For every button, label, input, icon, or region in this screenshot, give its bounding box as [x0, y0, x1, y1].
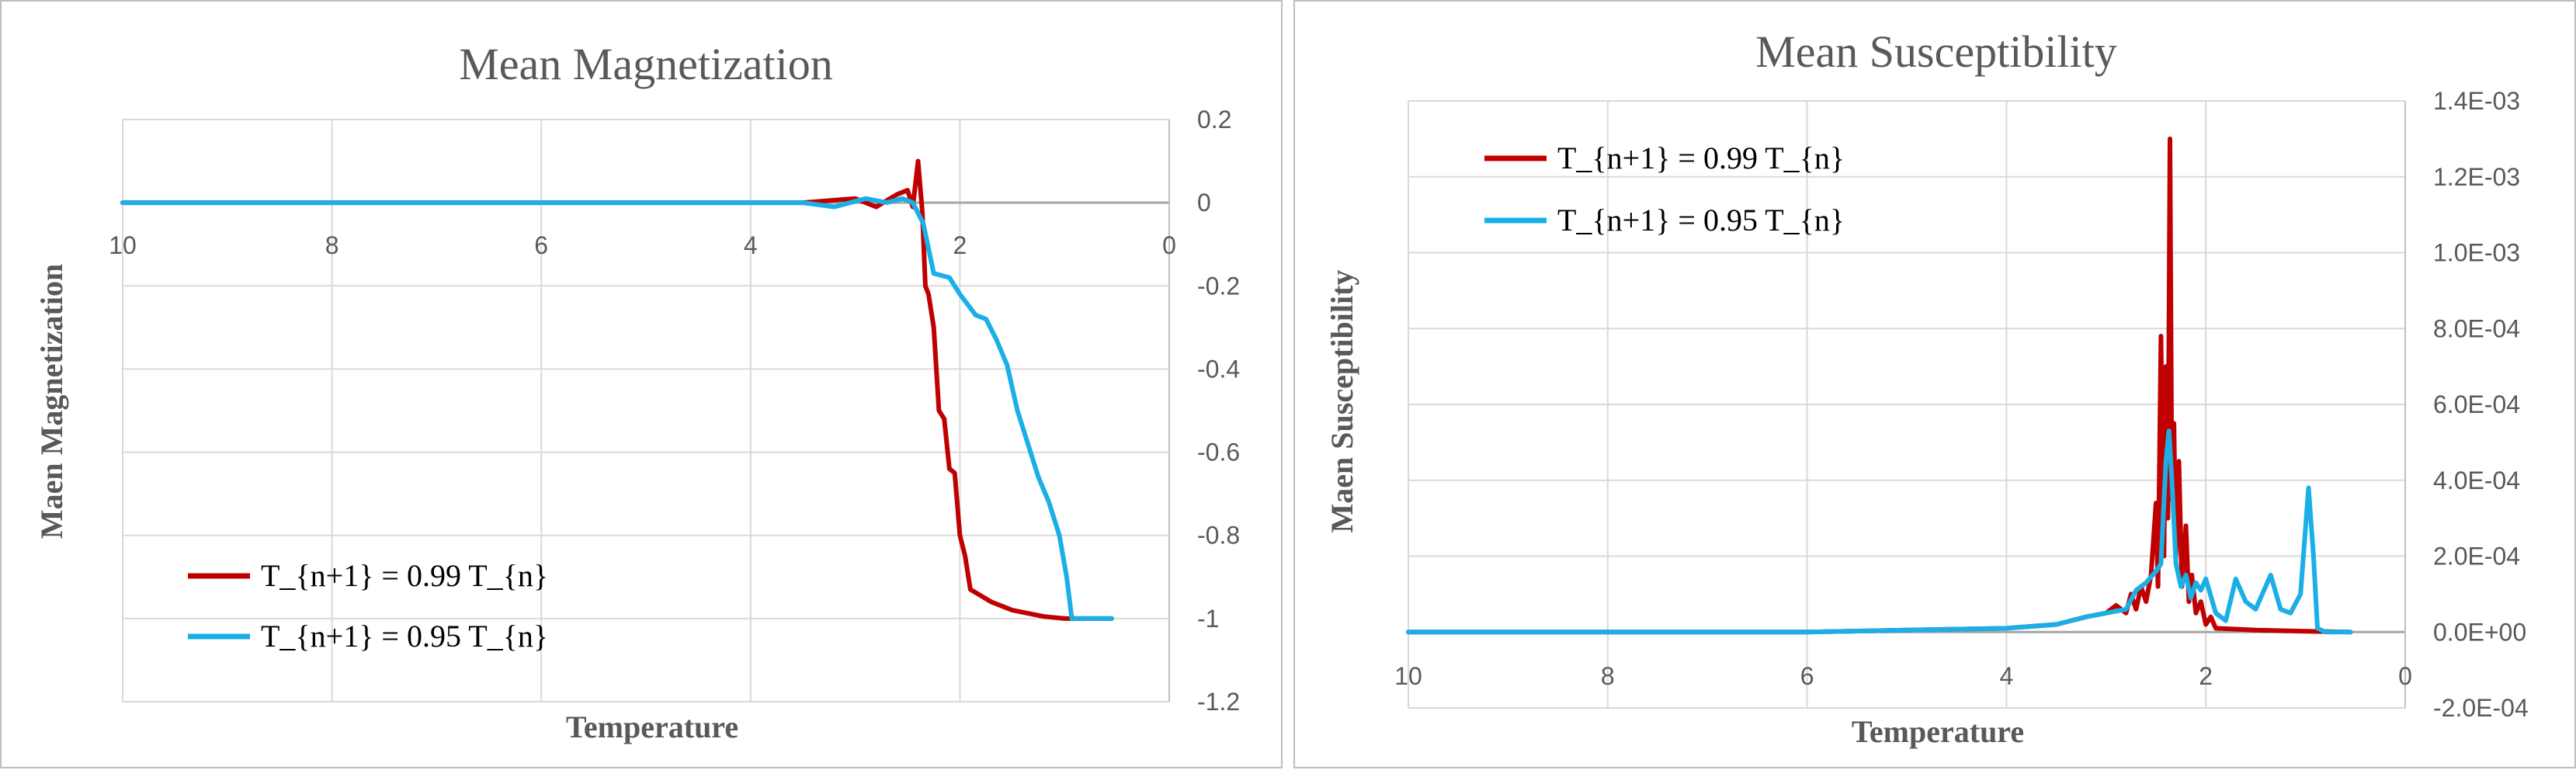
susceptibility-chart-panel: Mean Susceptibility 1.4E-03 1.2E-03 1.0E-0…: [1293, 0, 2576, 768]
magnetization-chart-panel: Mean Magnetization 0.2 0 -0.2 -0.4 -0.6 -0.8 -…: [0, 0, 1283, 768]
y-tick-label: -0.8: [1197, 522, 1240, 550]
x-tick-label: 4: [744, 231, 758, 259]
y-tick-label: 0.0E+00: [2433, 618, 2526, 646]
x-tick-label: 0: [2398, 662, 2412, 690]
magnetization-chart: Mean Magnetization 0.2 0 -0.2 -0.4 -0.6 -0.8 -…: [34, 39, 1240, 744]
x-tick-label: 8: [325, 231, 339, 259]
susceptibility-chart: Mean Susceptibility 1.4E-03 1.2E-03 1.0E-0…: [1324, 26, 2529, 749]
y-tick-label: 4.0E-04: [2433, 467, 2520, 494]
y-tick-label: -2.0E-04: [2433, 694, 2529, 722]
series-line-0: [120, 158, 1114, 621]
x-tick-label: 0: [1162, 231, 1176, 259]
y-tick-label: -0.6: [1197, 439, 1240, 467]
y-tick-label: 8.0E-04: [2433, 314, 2520, 342]
y-tick-label: 1.0E-03: [2433, 239, 2520, 267]
legend-label-1: T_{n+1} = 0.95 T_{n}: [1557, 203, 1845, 238]
y-tick-label: -1.2: [1197, 688, 1240, 716]
chart-title: Mean Magnetization: [459, 39, 833, 89]
x-axis-label: Temperature: [566, 709, 738, 744]
y-tick-label: 2.0E-04: [2433, 543, 2520, 571]
legend: T_{n+1} = 0.99 T_{n} T_{n+1} = 0.95 T_{n…: [1484, 140, 1845, 238]
y-axis-label: Maen Susceptibility: [1324, 270, 1359, 533]
series-line-0: [1406, 136, 2353, 635]
legend-label-0: T_{n+1} = 0.99 T_{n}: [1557, 140, 1845, 175]
y-axis-label: Maen Magnetization: [34, 264, 69, 539]
y-tick-label: -0.2: [1197, 272, 1240, 300]
x-tick-label: 4: [2000, 662, 2014, 690]
x-axis-label: Temperature: [1852, 714, 2024, 749]
legend-label-0: T_{n+1} = 0.99 T_{n}: [261, 558, 548, 593]
x-tick-label: 8: [1601, 662, 1615, 690]
y-tick-label: -0.4: [1197, 355, 1240, 383]
series-line-1: [120, 196, 1114, 621]
y-tick-label: 1.2E-03: [2433, 163, 2520, 191]
x-tick-label: 10: [1394, 662, 1422, 690]
y-tick-label: 0.2: [1197, 106, 1231, 134]
x-tick-label: 6: [1800, 662, 1814, 690]
x-tick-label: 10: [109, 231, 137, 259]
x-tick-label: 2: [953, 231, 967, 259]
y-tick-label: 1.4E-03: [2433, 87, 2520, 115]
y-tick-label: 6.0E-04: [2433, 390, 2520, 418]
x-tick-label: 6: [534, 231, 548, 259]
chart-title: Mean Susceptibility: [1755, 26, 2117, 77]
legend-label-1: T_{n+1} = 0.95 T_{n}: [261, 619, 548, 654]
y-tick-label: 0: [1197, 189, 1211, 217]
y-tick-label: -1: [1197, 605, 1219, 633]
series-line-1: [1406, 428, 2353, 635]
x-tick-label: 2: [2199, 662, 2213, 690]
legend: T_{n+1} = 0.99 T_{n} T_{n+1} = 0.95 T_{n…: [188, 558, 548, 654]
